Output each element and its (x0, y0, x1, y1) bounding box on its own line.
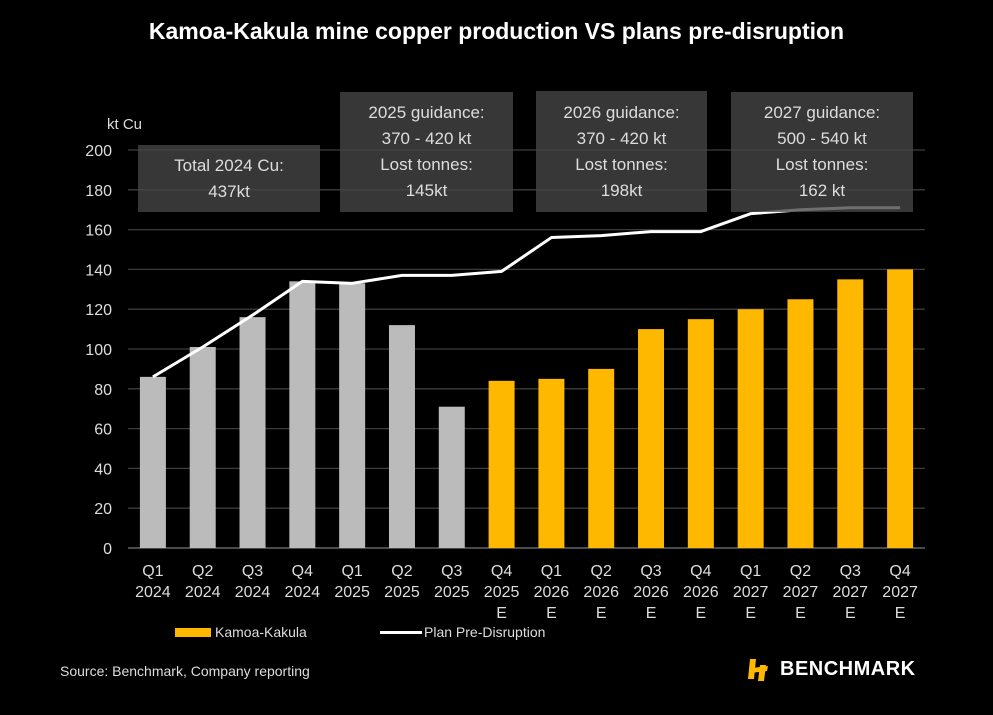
x-tick-label: Q3 (640, 563, 661, 580)
annotation-line: 370 - 420 kt (381, 129, 472, 148)
x-tick-label: Q3 (840, 563, 861, 580)
annotation-line: 500 - 540 kt (777, 129, 867, 148)
x-tick-label: Q2 (391, 563, 412, 580)
x-tick-label: E (845, 605, 856, 622)
bar (438, 406, 465, 548)
annotation-line: 198kt (600, 180, 643, 200)
y-tick-label: 140 (85, 262, 112, 279)
legend-swatch-bar (175, 627, 211, 637)
x-tick-label: 2024 (135, 584, 171, 601)
x-tick-label: E (696, 605, 707, 622)
x-tick-label: Q2 (591, 563, 612, 580)
bar (239, 317, 266, 548)
benchmark-logo-icon (748, 659, 768, 681)
legend-item-kamoa-kakula: Kamoa-Kakula (175, 624, 307, 640)
x-tick-label: 2024 (235, 584, 271, 601)
annotation-line: Lost tonnes: (380, 155, 473, 174)
x-tick-label: Q3 (242, 563, 263, 580)
annotation-line: Lost tonnes: (775, 155, 869, 174)
x-tick-label: Q4 (491, 563, 512, 580)
bar (289, 281, 316, 548)
bar (139, 376, 166, 548)
bar (787, 299, 814, 548)
annotation-box: 2027 guidance: 500 - 540 kt Lost tonnes: 16… (731, 92, 913, 212)
x-tick-label: E (895, 605, 906, 622)
x-tick-label: Q1 (541, 563, 562, 580)
x-tick-label: Q1 (142, 563, 163, 580)
annotation-line: 2027 guidance: (763, 103, 881, 122)
y-tick-label: 120 (85, 302, 112, 319)
annotation-line: 370 - 420 kt (576, 128, 667, 148)
bar (339, 283, 366, 548)
x-tick-label: E (546, 605, 557, 622)
bar (538, 378, 565, 548)
annotation-line: 162 kt (798, 181, 846, 200)
x-tick-label: 2025 (484, 584, 520, 601)
y-tick-label: 60 (94, 422, 112, 439)
y-axis-label: kt Cu (107, 116, 142, 133)
x-tick-label: 2024 (285, 584, 321, 601)
y-tick-label: 200 (85, 143, 112, 160)
legend-item-plan: Plan Pre-Disruption (380, 624, 545, 640)
annotation-line: 2026 guidance: (563, 102, 680, 122)
bar (837, 279, 864, 548)
x-tick-label: 2025 (384, 584, 420, 601)
x-tick-label: Q4 (690, 563, 711, 580)
y-tick-label: 80 (94, 382, 112, 399)
legend-swatch-line (380, 630, 422, 634)
x-tick-label: 2026 (633, 584, 669, 601)
y-tick-label: 180 (85, 183, 112, 200)
bar (638, 329, 665, 548)
bar (588, 368, 615, 548)
x-tick-label: Q1 (341, 563, 362, 580)
y-tick-label: 40 (94, 461, 112, 478)
x-tick-label: 2027 (882, 584, 918, 601)
x-tick-label: 2026 (583, 584, 619, 601)
x-tick-label: Q4 (889, 563, 910, 580)
legend-label: Kamoa-Kakula (215, 624, 307, 640)
x-tick-label: E (496, 605, 507, 622)
y-tick-label: 0 (103, 541, 112, 558)
x-tick-label: E (596, 605, 607, 622)
x-tick-label: Q1 (740, 563, 761, 580)
x-tick-label: Q4 (292, 563, 313, 580)
logo-text: BENCHMARK (780, 657, 916, 680)
annotation-line: 2025 guidance: (368, 103, 485, 122)
x-tick-label: 2026 (683, 584, 719, 601)
legend-label: Plan Pre-Disruption (424, 624, 546, 640)
x-tick-label: Q3 (441, 563, 462, 580)
annotation-box: Total 2024 Cu: 437kt (138, 145, 320, 212)
benchmark-logo: BENCHMARK (746, 655, 916, 683)
x-tick-label: Q2 (790, 563, 811, 580)
bar (887, 269, 914, 548)
x-tick-label: 2024 (185, 584, 221, 601)
bar (737, 309, 764, 548)
x-tick-label: 2027 (832, 584, 868, 601)
x-tick-label: 2026 (534, 584, 570, 601)
x-tick-label: 2027 (783, 584, 819, 601)
bar (189, 347, 216, 548)
annotation-box: 2025 guidance: 370 - 420 kt Lost tonnes: 14… (340, 92, 513, 212)
annotation-line: 437kt (208, 181, 250, 201)
x-tick-label: 2025 (434, 584, 470, 601)
x-tick-label: Q2 (192, 563, 213, 580)
x-tick-label: E (745, 605, 756, 622)
source-note: Source: Benchmark, Company reporting (60, 663, 310, 679)
bar (687, 319, 714, 548)
bar (488, 380, 515, 548)
x-tick-label: 2027 (733, 584, 769, 601)
annotation-line: Lost tonnes: (575, 154, 668, 174)
bar (388, 325, 415, 548)
annotation-box: 2026 guidance: 370 - 420 kt Lost tonnes: 19… (536, 91, 707, 212)
y-tick-label: 100 (85, 342, 112, 359)
chart-title: Kamoa-Kakula mine copper production VS p… (148, 18, 845, 44)
x-tick-label: E (795, 605, 806, 622)
x-tick-label: 2025 (334, 584, 370, 601)
y-tick-label: 20 (94, 501, 112, 518)
y-tick-label: 160 (85, 223, 112, 240)
annotation-line: 145kt (405, 181, 448, 200)
annotation-line: Total 2024 Cu: (174, 155, 284, 175)
x-tick-label: E (646, 605, 657, 622)
